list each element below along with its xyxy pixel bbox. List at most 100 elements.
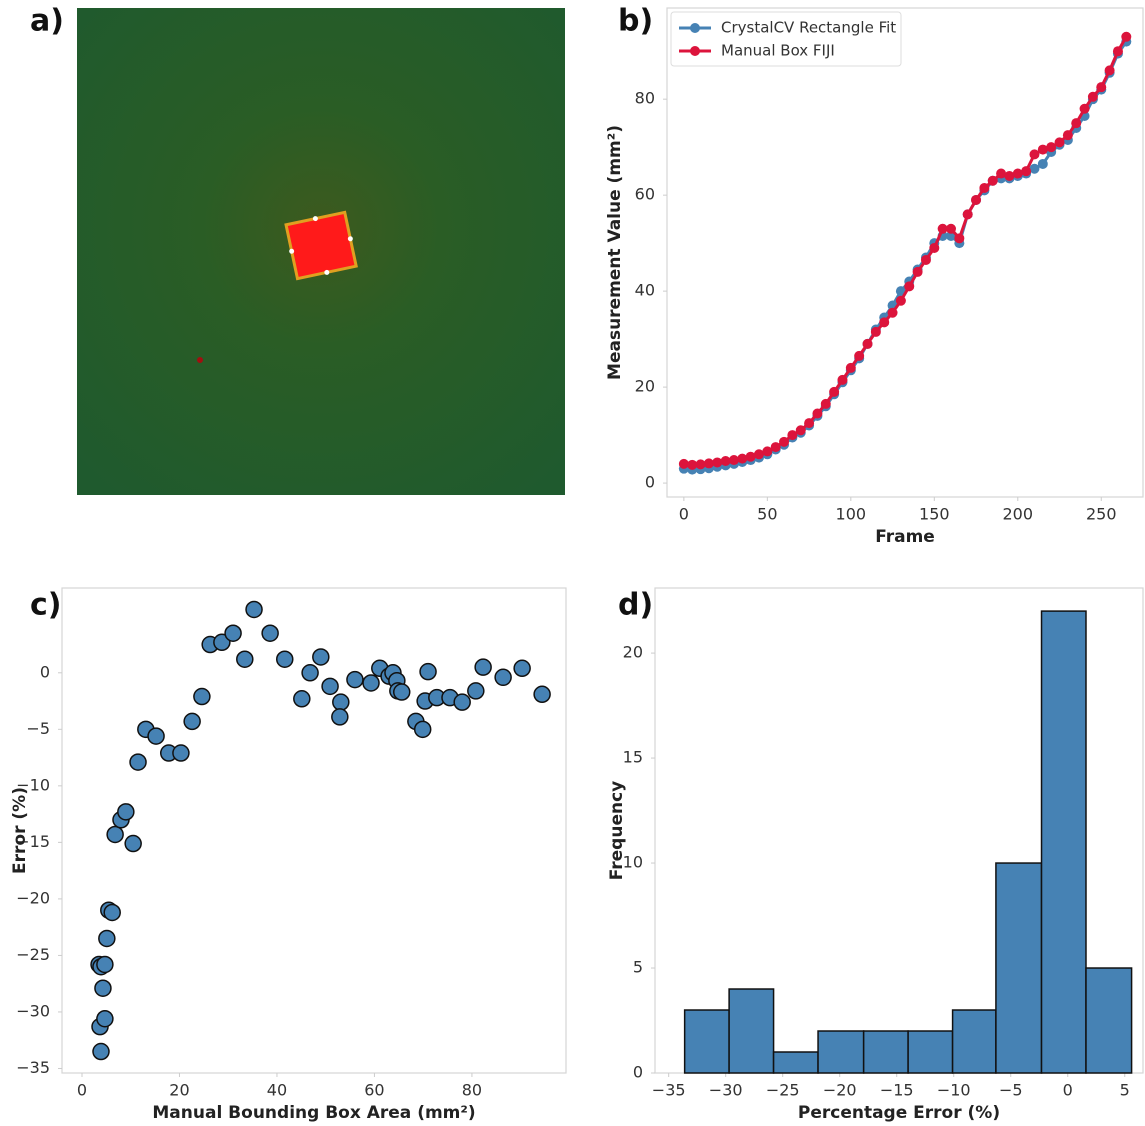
y-tick-label: −25 <box>16 945 50 964</box>
point <box>1012 168 1023 179</box>
point <box>904 281 915 292</box>
point <box>213 633 231 652</box>
point <box>678 458 689 469</box>
point <box>845 362 856 373</box>
x-tick-label: 50 <box>757 505 777 524</box>
point <box>703 458 714 469</box>
point <box>945 223 956 234</box>
point <box>920 254 931 265</box>
point <box>96 955 114 974</box>
y-tick-label: 0 <box>40 662 50 681</box>
bar <box>862 1030 909 1074</box>
point <box>829 386 840 397</box>
point <box>820 398 831 409</box>
x-tick-label: 150 <box>919 505 950 524</box>
point <box>94 979 112 997</box>
point <box>513 659 531 678</box>
legend-box <box>670 11 902 67</box>
panel-label: d) <box>618 588 653 623</box>
x-tick-label: −10 <box>937 1081 971 1100</box>
point <box>413 720 432 739</box>
point <box>453 693 471 711</box>
point <box>92 1042 110 1061</box>
point <box>392 683 411 701</box>
point <box>224 624 242 642</box>
x-tick-label: 80 <box>462 1081 482 1100</box>
y-tick-label: 0 <box>633 1063 643 1082</box>
y-tick-label: −15 <box>16 832 50 851</box>
point <box>172 744 190 762</box>
point <box>96 1009 114 1028</box>
x-tick-label: −35 <box>652 1081 686 1100</box>
panel-label: b) <box>618 4 653 39</box>
point <box>837 374 848 385</box>
y-tick-label: 10 <box>623 853 643 872</box>
x-tick-label: 250 <box>1086 505 1117 524</box>
point <box>1029 149 1040 160</box>
point <box>770 442 781 453</box>
x-tick-label: −30 <box>709 1081 743 1100</box>
point <box>1087 91 1098 102</box>
point <box>954 233 965 244</box>
point <box>1096 82 1107 93</box>
point <box>332 693 350 711</box>
point <box>745 451 756 462</box>
micrograph <box>77 8 565 495</box>
point <box>912 266 923 277</box>
bar <box>995 862 1043 1074</box>
point <box>804 418 815 429</box>
point <box>1004 170 1015 181</box>
bar <box>728 988 775 1074</box>
x-tick-label: 0 <box>679 505 689 524</box>
point <box>147 727 165 745</box>
y-tick-label: 20 <box>623 643 643 662</box>
x-axis-label: Percentage Error (%) <box>798 1103 1000 1123</box>
point <box>1071 118 1082 129</box>
point <box>895 295 906 306</box>
point <box>1037 158 1048 169</box>
point <box>106 825 124 844</box>
point <box>687 459 698 470</box>
x-tick-label: −25 <box>766 1081 800 1100</box>
point <box>795 425 806 436</box>
x-tick-label: 5 <box>1120 1081 1130 1100</box>
point <box>1029 163 1040 174</box>
x-tick-label: 0 <box>1063 1081 1073 1100</box>
point <box>193 687 211 706</box>
plot-frame <box>61 587 567 1074</box>
legend-marker <box>690 46 700 56</box>
point <box>533 685 551 704</box>
point <box>987 175 998 186</box>
x-tick-label: 200 <box>1003 505 1034 524</box>
y-tick-label: −35 <box>16 1058 50 1077</box>
point <box>301 664 319 682</box>
point <box>787 430 798 441</box>
panel-label: c) <box>30 588 62 623</box>
point <box>753 449 764 460</box>
point <box>870 326 881 337</box>
point <box>1054 137 1065 148</box>
y-axis-label: Frequency <box>607 781 627 881</box>
x-tick-label: −15 <box>880 1081 914 1100</box>
panel-label: a) <box>30 4 64 39</box>
y-tick-label: −10 <box>16 775 50 794</box>
point <box>245 600 263 619</box>
point <box>129 753 147 771</box>
point <box>312 648 330 666</box>
point <box>720 456 731 467</box>
point <box>728 455 739 466</box>
series-line <box>683 36 1128 467</box>
point <box>762 446 773 457</box>
series-line <box>683 40 1128 472</box>
point <box>467 682 485 700</box>
speck <box>197 357 203 363</box>
point <box>494 668 512 687</box>
x-tick-label: 60 <box>364 1081 384 1100</box>
point <box>1112 46 1123 57</box>
point <box>293 690 311 708</box>
point <box>331 708 349 726</box>
point <box>962 209 973 220</box>
point <box>879 317 890 328</box>
